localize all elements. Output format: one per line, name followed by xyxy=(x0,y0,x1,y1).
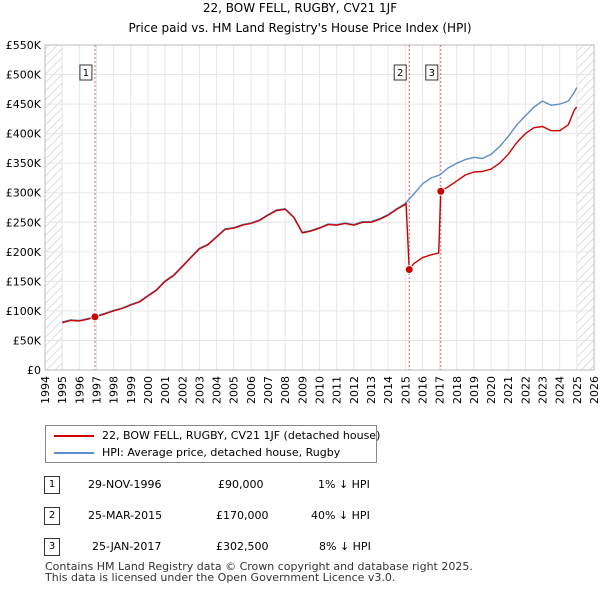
transaction-price: £90,000 xyxy=(218,478,264,491)
x-tick-label: 2008 xyxy=(279,376,292,404)
sale-label-box xyxy=(79,64,93,81)
transaction-date: 25-JAN-2017 xyxy=(92,540,162,553)
y-tick-label: £450K xyxy=(6,98,42,111)
x-tick-label: 2014 xyxy=(382,376,395,404)
y-tick-label: £50K xyxy=(13,334,42,347)
x-tick-label: 2011 xyxy=(331,376,344,404)
table-row: 3 25-JAN-2017 £302,500 8% ↓ HPI xyxy=(0,538,600,558)
legend-swatch-hpi xyxy=(54,452,94,454)
legend-label-hpi: HPI: Average price, detached house, Rugb… xyxy=(102,446,341,459)
x-tick-label: 2009 xyxy=(296,376,309,404)
transaction-number: 3 xyxy=(44,538,60,556)
y-tick-label: £500K xyxy=(6,69,42,82)
transaction-price: £302,500 xyxy=(216,540,269,553)
x-tick-label: 2026 xyxy=(588,376,600,404)
x-tick-label: 1996 xyxy=(73,376,86,404)
x-tick-label: 1999 xyxy=(125,376,138,404)
legend-swatch-property xyxy=(54,435,94,437)
x-tick-label: 2002 xyxy=(176,376,189,404)
x-tick-label: 2001 xyxy=(159,376,172,404)
sale-point xyxy=(90,312,100,322)
legend: 22, BOW FELL, RUGBY, CV21 1JF (detached … xyxy=(45,425,381,463)
x-tick-label: 2010 xyxy=(314,376,327,404)
x-tick-label: 2016 xyxy=(416,376,429,404)
x-tick-label: 1998 xyxy=(108,376,121,404)
x-tick-label: 2018 xyxy=(451,376,464,404)
x-tick-label: 2007 xyxy=(262,376,275,404)
x-tick-label: 2000 xyxy=(142,376,155,404)
x-tick-label: 2006 xyxy=(245,376,258,404)
hatched-region-left xyxy=(45,45,63,370)
sale-label-box xyxy=(393,64,407,81)
y-tick-label: £100K xyxy=(6,305,42,318)
chart-subtitle: Price paid vs. HM Land Registry's House … xyxy=(128,21,471,35)
footer-copyright: Contains HM Land Registry data © Crown c… xyxy=(45,560,473,573)
x-tick-label: 2020 xyxy=(485,376,498,404)
x-tick-label: 2015 xyxy=(399,376,412,404)
table-row: 1 29-NOV-1996 £90,000 1% ↓ HPI xyxy=(0,476,600,496)
transaction-date: 25-MAR-2015 xyxy=(88,509,163,522)
transaction-number: 1 xyxy=(44,476,60,494)
x-tick-label: 2013 xyxy=(365,376,378,404)
y-tick-label: £300K xyxy=(6,187,42,200)
transaction-hpi: 8% ↓ HPI xyxy=(319,540,371,553)
sale-point xyxy=(404,265,414,275)
x-tick-label: 2019 xyxy=(468,376,481,404)
hatched-region-right xyxy=(576,45,594,370)
transaction-date: 29-NOV-1996 xyxy=(88,478,162,491)
x-tick-label: 1995 xyxy=(56,376,69,404)
y-tick-label: £250K xyxy=(6,216,42,229)
x-tick-label: 2017 xyxy=(434,376,447,404)
x-tick-label: 1994 xyxy=(39,376,52,404)
y-tick-label: £350K xyxy=(6,157,42,170)
x-tick-label: 2023 xyxy=(537,376,550,404)
x-tick-label: 2005 xyxy=(228,376,241,404)
legend-label-property: 22, BOW FELL, RUGBY, CV21 1JF (detached … xyxy=(102,429,381,442)
sale-label: 3 xyxy=(429,68,435,79)
x-tick-label: 2021 xyxy=(502,376,515,404)
transaction-hpi: 40% ↓ HPI xyxy=(311,509,370,522)
transaction-price: £170,000 xyxy=(216,509,269,522)
y-tick-label: £550K xyxy=(6,39,42,52)
y-tick-label: £0 xyxy=(27,364,41,377)
transaction-hpi: 1% ↓ HPI xyxy=(318,478,370,491)
transaction-number: 2 xyxy=(44,507,60,525)
price-chart: 22, BOW FELL, RUGBY, CV21 1JF Price paid… xyxy=(6,1,600,404)
sale-label-box xyxy=(425,64,439,81)
plot-border xyxy=(44,44,595,371)
footer: Contains HM Land Registry data © Crown c… xyxy=(45,561,473,583)
sale-point xyxy=(436,186,446,196)
sale-label: 2 xyxy=(397,68,403,79)
x-tick-label: 2004 xyxy=(211,376,224,404)
y-tick-label: £400K xyxy=(6,128,42,141)
x-tick-label: 2012 xyxy=(348,376,361,404)
x-tick-label: 2024 xyxy=(554,376,567,404)
y-tick-label: £200K xyxy=(6,246,42,259)
table-row: 2 25-MAR-2015 £170,000 40% ↓ HPI xyxy=(0,507,600,527)
sale-label: 1 xyxy=(83,68,89,79)
x-tick-label: 2003 xyxy=(193,376,206,404)
chart-title: 22, BOW FELL, RUGBY, CV21 1JF xyxy=(203,1,397,15)
x-tick-label: 2025 xyxy=(571,376,584,404)
x-tick-label: 1997 xyxy=(90,376,103,404)
x-tick-label: 2022 xyxy=(519,376,532,404)
series-line-property xyxy=(62,106,578,324)
y-tick-label: £150K xyxy=(6,275,42,288)
footer-licence: This data is licensed under the Open Gov… xyxy=(45,571,396,584)
